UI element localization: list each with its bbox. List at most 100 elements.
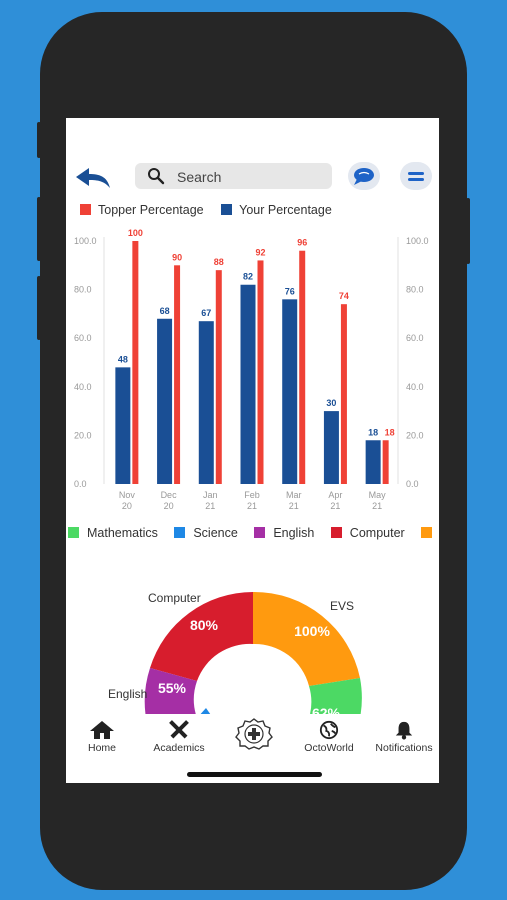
legend-swatch-yours [221, 204, 233, 215]
bar-your-percentage [115, 367, 131, 484]
tab-label-octoworld: OctoWorld [304, 742, 354, 754]
pie-slice-evs [253, 591, 360, 686]
tab-add[interactable] [234, 718, 274, 752]
pie-value-evs: 100% [294, 623, 330, 639]
data-label-your-percentage: 82 [243, 272, 253, 282]
legend-label-yours: Your Percentage [239, 203, 332, 217]
x-tick-label-year: 21 [330, 501, 340, 511]
y-tick-label-left: 40.0 [74, 382, 92, 392]
data-label-topper-percentage: 92 [255, 247, 265, 257]
y-tick-label-right: 0.0 [406, 479, 419, 489]
bar-your-percentage [240, 284, 256, 484]
y-tick-label-left: 60.0 [74, 333, 92, 343]
legend-label-english: English [273, 526, 315, 540]
legend-label-computer: Computer [349, 526, 405, 540]
legend-item-computer: Computer [330, 526, 405, 540]
tab-academics[interactable]: Academics [146, 720, 212, 754]
tab-label-home: Home [87, 742, 116, 754]
bar-your-percentage [365, 440, 381, 484]
y-tick-label-right: 40.0 [406, 382, 424, 392]
tab-home[interactable]: Home [84, 720, 120, 754]
data-label-topper-percentage: 88 [214, 257, 224, 267]
bell-icon [395, 721, 413, 740]
pie-slice-science [200, 708, 211, 714]
tab-octoworld[interactable]: OctoWorld [300, 720, 358, 754]
subject-pie-chart: Computer EVS English 80% 100% 55% 62% [108, 591, 362, 714]
legend-item-evs [421, 526, 439, 540]
bar-topper-percentage [382, 440, 389, 484]
chat-bubble-icon [354, 168, 374, 185]
data-label-topper-percentage: 90 [172, 252, 182, 262]
pie-slice-computer [150, 592, 253, 681]
bar-topper-percentage [132, 241, 139, 484]
legend-swatch-evs [421, 527, 433, 538]
x-tick-label-month: Apr [328, 490, 342, 500]
x-tick-label-month: Feb [244, 490, 260, 500]
tab-label-academics: Academics [153, 742, 205, 754]
bar-topper-percentage [257, 260, 264, 484]
power-button [466, 198, 470, 264]
legend-label-mathematics: Mathematics [87, 526, 158, 540]
pie-chart-legend: Mathematics Science English Computer [68, 526, 439, 540]
legend-item-english: English [254, 526, 314, 540]
search-icon [148, 168, 165, 185]
x-tick-label-year: 21 [289, 501, 299, 511]
x-tick-label-year: 20 [122, 501, 132, 511]
tab-label-notifications: Notifications [375, 742, 433, 754]
data-label-topper-percentage: 100 [128, 228, 143, 238]
x-tick-label-month: Dec [161, 490, 178, 500]
bar-topper-percentage [299, 250, 306, 484]
search-input[interactable]: Search [135, 163, 332, 189]
x-tick-label-month: Nov [119, 490, 136, 500]
bottom-tab-bar: Home Academics OctoWorld [66, 714, 439, 762]
menu-icon [408, 172, 424, 181]
app-screen: Search Topper Percentage Your Percentage… [66, 118, 439, 783]
academics-icon [169, 720, 189, 739]
data-label-topper-percentage: 18 [385, 427, 395, 437]
tab-notifications[interactable]: Notifications [370, 720, 438, 754]
app-header: Search [66, 158, 439, 198]
legend-label-topper: Topper Percentage [98, 203, 204, 217]
pie-label-english: English [108, 687, 147, 701]
data-label-your-percentage: 67 [201, 308, 211, 318]
x-tick-label-month: May [369, 490, 387, 500]
back-arrow-icon[interactable] [74, 166, 112, 190]
home-indicator[interactable] [187, 772, 322, 777]
legend-item-mathematics: Mathematics [68, 526, 158, 540]
bar-your-percentage [323, 411, 339, 484]
x-tick-label-year: 20 [164, 501, 174, 511]
bar-your-percentage [198, 321, 214, 484]
pie-label-evs: EVS [330, 599, 354, 613]
y-tick-label-left: 100.0 [74, 236, 97, 246]
y-tick-label-right: 100.0 [406, 236, 429, 246]
data-label-topper-percentage: 96 [297, 238, 307, 248]
volume-up-button [37, 197, 41, 261]
bar-chart-legend: Topper Percentage Your Percentage [80, 203, 346, 217]
globe-icon [319, 720, 339, 740]
legend-swatch-english [254, 527, 266, 538]
percentage-bar-chart: 0.0 0.0 20.0 20.0 40.0 40.0 60.0 60.0 80.0 80.0 10… [74, 228, 429, 511]
chat-button[interactable] [348, 162, 380, 190]
pie-value-mathematics: 62% [312, 705, 341, 714]
x-tick-label-year: 21 [372, 501, 382, 511]
bar-topper-percentage [215, 270, 222, 484]
badge-plus-icon [235, 718, 273, 750]
pie-label-computer: Computer [148, 591, 201, 605]
legend-swatch-topper [80, 204, 91, 215]
y-tick-label-left: 80.0 [74, 285, 92, 295]
bar-your-percentage [157, 318, 173, 484]
menu-button[interactable] [400, 162, 432, 190]
y-tick-label-left: 0.0 [74, 479, 87, 489]
legend-swatch-computer [330, 527, 342, 538]
pie-value-computer: 80% [190, 617, 219, 633]
mute-switch [37, 122, 41, 158]
legend-item-science: Science [174, 526, 238, 540]
legend-label-science: Science [193, 526, 238, 540]
legend-swatch-science [174, 527, 186, 538]
home-icon [90, 721, 114, 739]
x-tick-label-month: Jan [203, 490, 218, 500]
bar-your-percentage [282, 299, 298, 484]
x-tick-label-month: Mar [286, 490, 302, 500]
pie-slice-english [144, 668, 197, 714]
data-label-your-percentage: 68 [160, 306, 170, 316]
